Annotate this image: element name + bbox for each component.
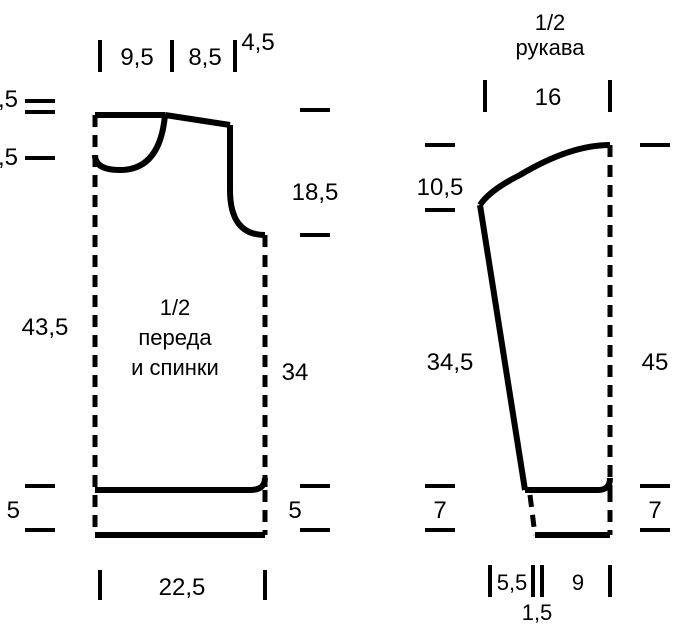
body-right-hem: 5 [288,497,301,524]
sewing-pattern-diagram: 9,5 8,5 4,5 1,5 7,5 43,5 5 18,5 34 5 22,… [0,0,690,635]
body-right-body: 34 [282,359,309,386]
body-bottom-width: 22,5 [159,574,206,601]
sleeve-bottom-right: 9 [572,570,584,595]
sleeve-title-1: 1/2 [535,10,566,35]
body-top-mid-dim: 8,5 [188,44,221,71]
body-title-3: и спинки [131,355,219,380]
sleeve-left-height: 34,5 [427,349,474,376]
sleeve-bottom-mid: 1,5 [522,600,553,625]
sleeve-right-height: 45 [642,349,669,376]
sleeve-title-2: рукава [515,35,585,60]
body-left-height: 43,5 [22,314,69,341]
sleeve-piece: 1/2 рукава 16 10,5 34,5 7 45 7 [417,10,670,625]
body-title-2: переда [138,325,212,350]
body-left-hem: 5 [7,497,20,524]
body-right-armhole: 18,5 [292,179,339,206]
sleeve-left-cap: 10,5 [417,174,464,201]
body-top-right-dim: 4,5 [241,29,274,56]
body-piece: 9,5 8,5 4,5 1,5 7,5 43,5 5 18,5 34 5 22,… [0,29,338,601]
body-left-shoulder: 7,5 [0,144,18,171]
body-top-left-dim: 9,5 [120,44,153,71]
sleeve-bottom-left: 5,5 [497,570,528,595]
body-left-top-small: 1,5 [0,86,18,113]
body-title-1: 1/2 [160,295,191,320]
sleeve-top-width: 16 [535,84,562,111]
sleeve-right-hem: 7 [648,497,661,524]
sleeve-left-hem: 7 [433,497,446,524]
